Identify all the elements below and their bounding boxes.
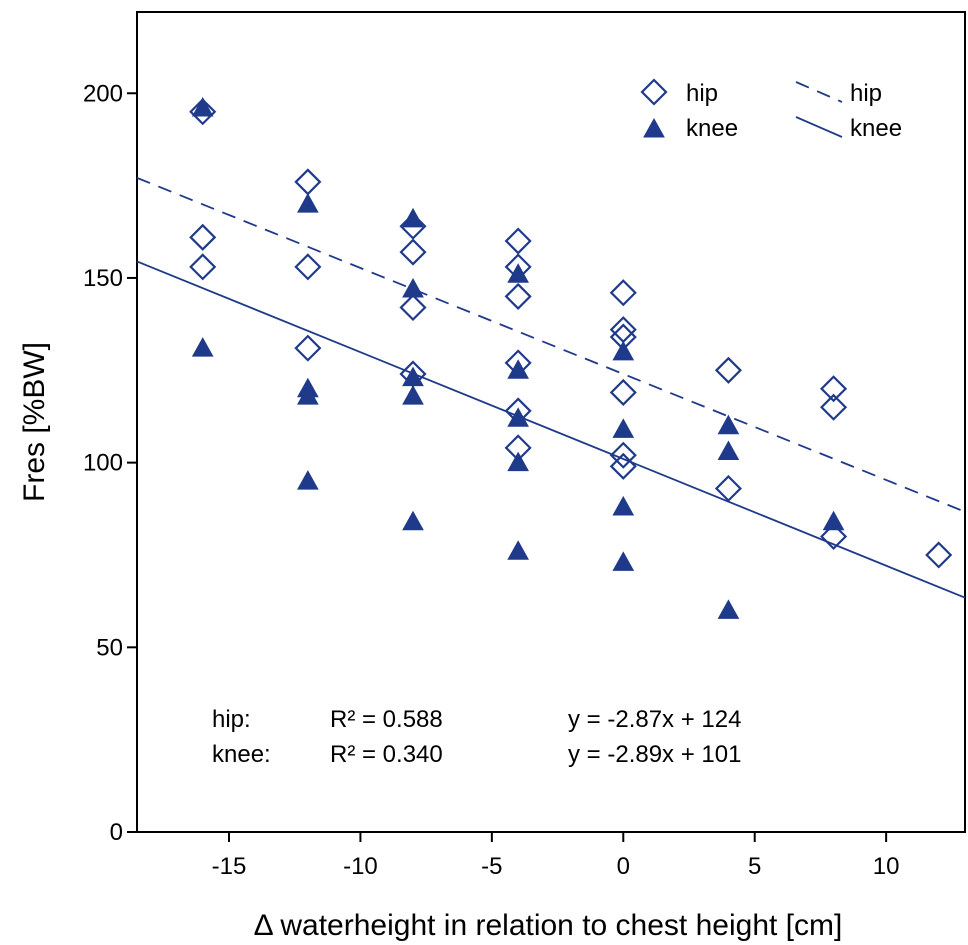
knee-point xyxy=(191,337,214,357)
x-axis-title: Δ waterheight in relation to chest heigh… xyxy=(254,909,843,942)
legend: hip knee hip knee xyxy=(640,78,902,142)
knee-point xyxy=(612,551,635,571)
hip-point xyxy=(189,253,217,281)
knee-point xyxy=(507,407,529,427)
knee-point xyxy=(402,510,424,531)
legend-hip-line xyxy=(795,81,843,103)
y-tick-label: 200 xyxy=(83,80,123,107)
knee-point xyxy=(507,451,529,472)
knee-point xyxy=(507,540,529,560)
y-tick-label: 50 xyxy=(96,634,123,661)
knee-point xyxy=(297,193,319,213)
legend-knee-label: knee xyxy=(686,115,738,142)
y-tick-label: 100 xyxy=(83,450,123,477)
hip-point xyxy=(820,393,848,421)
hip-point xyxy=(609,279,637,307)
hip-point xyxy=(294,168,322,196)
hip-point xyxy=(609,316,637,344)
hip-point xyxy=(399,238,427,266)
legend-hip-marker xyxy=(640,78,668,106)
hip-point xyxy=(609,378,637,407)
x-tick-label: -10 xyxy=(343,853,378,880)
hip-point xyxy=(820,522,848,551)
regression-lines xyxy=(136,177,966,599)
annotation-name: hip: xyxy=(212,706,251,733)
x-tick-label: 10 xyxy=(873,853,900,880)
plot-frame xyxy=(136,11,966,833)
hip-point xyxy=(820,375,848,403)
knee-point xyxy=(507,263,529,283)
knee-point xyxy=(402,385,424,405)
knee-point xyxy=(717,440,740,461)
annotation-r2: R² = 0.588 xyxy=(330,706,443,733)
legend-hip-line-label: hip xyxy=(850,80,882,107)
knee-point xyxy=(612,418,635,438)
knee-fit-line xyxy=(136,260,966,599)
data-points xyxy=(189,97,953,619)
x-tick-label: 0 xyxy=(617,853,630,880)
knee-point xyxy=(297,385,319,405)
hip-point xyxy=(189,98,217,126)
hip-point xyxy=(925,541,953,569)
hip-point xyxy=(294,334,322,362)
knee-point xyxy=(717,599,740,619)
legend-knee-marker xyxy=(643,117,665,138)
knee-point xyxy=(822,510,845,531)
y-axis-title: Fres [%BW] xyxy=(18,342,51,502)
x-tick-label: -15 xyxy=(212,853,247,880)
axes: 0 50 100 150 200 -15 -10 -5 0 5 10 xyxy=(83,11,966,880)
knee-point xyxy=(297,470,319,490)
hip-fit-line xyxy=(136,177,966,513)
hip-point xyxy=(609,441,637,469)
legend-knee-line xyxy=(795,116,843,138)
fit-annotations: hip: R² = 0.588 y = -2.87x + 124 knee: R² = … xyxy=(212,706,741,768)
annotation-equation: y = -2.87x + 124 xyxy=(568,706,741,733)
knee-point xyxy=(612,340,635,361)
annotation-name: knee: xyxy=(212,741,271,768)
legend-hip-label: hip xyxy=(686,80,718,107)
knee-point xyxy=(191,97,214,117)
annotation-equation: y = -2.89x + 101 xyxy=(568,741,741,768)
x-tick-label: -5 xyxy=(481,853,502,880)
knee-point xyxy=(402,207,424,228)
hip-point xyxy=(609,452,637,480)
hip-point xyxy=(399,293,427,322)
hip-point xyxy=(504,282,532,310)
hip-point xyxy=(294,253,322,281)
legend-knee-line-label: knee xyxy=(850,115,902,142)
knee-point xyxy=(402,277,424,298)
knee-point xyxy=(507,359,529,379)
annotation-r2: R² = 0.340 xyxy=(330,741,443,768)
knee-point xyxy=(612,495,635,516)
y-tick-label: 150 xyxy=(83,265,123,292)
hip-point xyxy=(189,223,217,251)
hip-point xyxy=(504,227,532,255)
knee-point xyxy=(717,414,740,435)
hip-point xyxy=(714,474,742,503)
hip-point xyxy=(714,356,742,384)
x-tick-label: 5 xyxy=(748,853,761,880)
y-tick-label: 0 xyxy=(110,819,123,846)
